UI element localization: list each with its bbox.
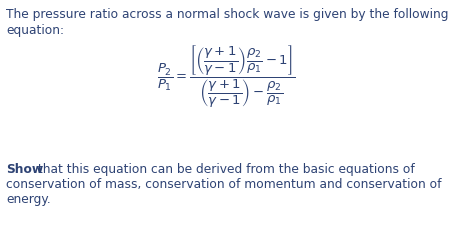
Text: Show that this equation can be derived from the basic equations of: Show that this equation can be derived f… [6, 163, 419, 176]
Text: conservation of mass, conservation of momentum and conservation of: conservation of mass, conservation of mo… [6, 178, 441, 191]
Text: Show: Show [6, 163, 43, 176]
Text: energy.: energy. [6, 193, 51, 206]
Text: that this equation can be derived from the basic equations of: that this equation can be derived from t… [34, 163, 414, 176]
Text: equation:: equation: [6, 24, 64, 37]
Text: $\dfrac{P_2}{P_1} = \dfrac{\left[\left(\dfrac{\gamma+1}{\gamma-1}\right)\dfrac{\: $\dfrac{P_2}{P_1} = \dfrac{\left[\left(\… [156, 44, 295, 110]
Text: The pressure ratio across a normal shock wave is given by the following: The pressure ratio across a normal shock… [6, 8, 447, 21]
